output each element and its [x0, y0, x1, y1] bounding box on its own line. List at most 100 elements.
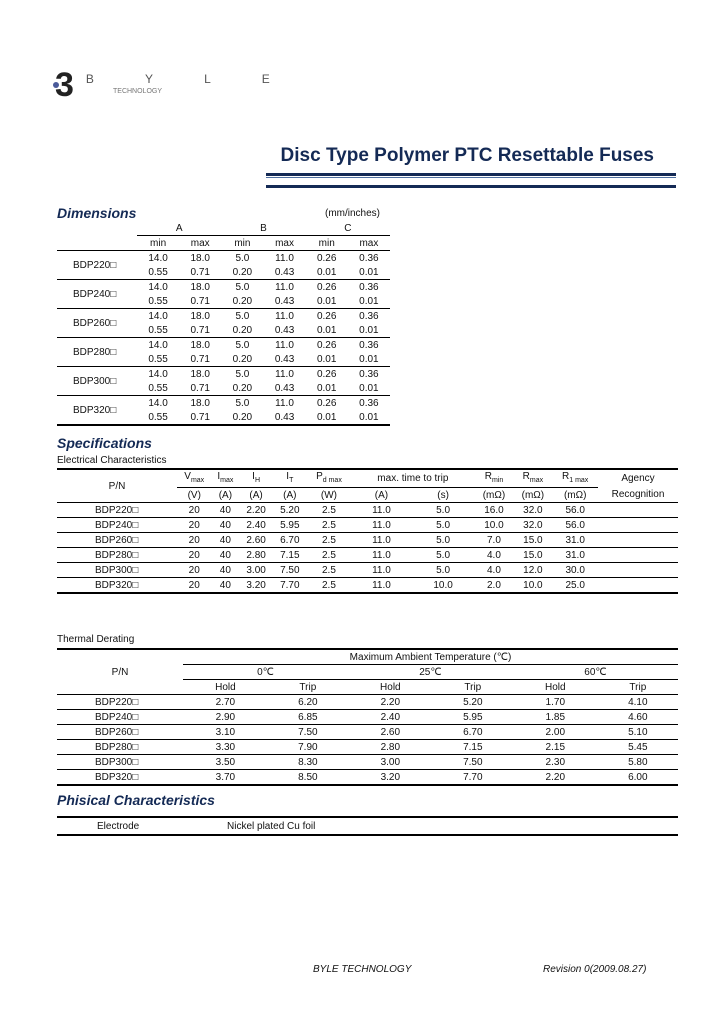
- table-row: BDP320□ 20 40 3.20 7.70 2.5 11.0 10.0 2.0 10.0 25.…: [57, 578, 678, 593]
- table-row: BDP220□ 20 40 2.20 5.20 2.5 11.0 5.0 16.0 32.0 56.…: [57, 503, 678, 518]
- cell: 0.36: [359, 281, 379, 293]
- cell: 5.0: [436, 564, 451, 576]
- cell: 11.0: [372, 504, 391, 516]
- cell: 18.0: [190, 368, 210, 380]
- cell: 4.60: [628, 711, 648, 723]
- cell: 18.0: [190, 252, 210, 264]
- cell: 5.20: [280, 504, 300, 516]
- subheader: max: [359, 237, 379, 249]
- cell: 14.0: [148, 310, 168, 322]
- rmin-header: Rmin: [474, 469, 514, 488]
- cell: 0.55: [148, 411, 168, 423]
- cell: 5.95: [280, 519, 300, 531]
- cell: 32.0: [523, 519, 543, 531]
- table-row: BDP320□ 14.0 18.0 5.0 11.0 0.26 0.36: [57, 396, 390, 416]
- agency-header-2: Recognition: [611, 489, 665, 501]
- table-row: BDP300□ 14.0 18.0 5.0 11.0 0.26 0.36: [57, 367, 390, 387]
- unit: (A): [283, 489, 297, 501]
- cell: 5.0: [436, 504, 451, 516]
- cell: 11.0: [275, 368, 294, 380]
- subheader: min: [150, 237, 167, 249]
- cell: 20: [188, 549, 200, 561]
- cell: 0.26: [316, 368, 337, 380]
- unit: (s): [437, 489, 449, 501]
- cell: 31.0: [565, 549, 585, 561]
- time-to-trip-header: max. time to trip: [351, 469, 475, 488]
- cell: 0.01: [316, 266, 337, 278]
- cell: 3.50: [215, 756, 236, 768]
- cell: 8.30: [298, 756, 318, 768]
- cell: 31.0: [565, 534, 585, 546]
- cell: 2.90: [215, 711, 236, 723]
- table-row: 0.55 0.71 0.20 0.43 0.01 0.01: [57, 352, 390, 367]
- cell: 0.55: [148, 295, 168, 307]
- cell: 8.50: [298, 771, 318, 783]
- cell: 2.5: [322, 549, 336, 561]
- agency-header: Agency: [621, 473, 655, 485]
- table-row: BDP260□ 20 40 2.60 6.70 2.5 11.0 5.0 7.0 15.0 31.0: [57, 533, 678, 548]
- cell: 0.26: [316, 310, 337, 322]
- cell: 2.40: [380, 711, 401, 723]
- cell: 0.43: [274, 382, 295, 394]
- cell: 2.30: [545, 756, 566, 768]
- cell: 11.0: [275, 310, 294, 322]
- dimensions-unit: (mm/inches): [325, 208, 381, 219]
- cell: 30.0: [565, 564, 585, 576]
- cell: 0.26: [316, 281, 337, 293]
- cell: 10.0: [484, 519, 504, 531]
- group-header: A: [137, 221, 222, 236]
- pn-header: P/N: [108, 480, 126, 492]
- temperature-header: Maximum Ambient Temperature (℃): [183, 649, 678, 665]
- cell: 0.43: [274, 324, 295, 336]
- subheader: min: [234, 237, 251, 249]
- cell: 5.0: [436, 519, 451, 531]
- ih-header: IH: [239, 469, 273, 488]
- cell: 6.20: [298, 696, 318, 708]
- cell: 3.10: [215, 726, 236, 738]
- part-number: BDP320□: [95, 771, 139, 783]
- cell: 2.20: [380, 696, 401, 708]
- unit: (mΩ): [521, 489, 545, 501]
- cell: 0.36: [359, 339, 379, 351]
- cell: 11.0: [372, 579, 391, 591]
- cell: 11.0: [275, 339, 294, 351]
- table-row: BDP280□ 20 40 2.80 7.15 2.5 11.0 5.0 4.0 15.0 31.0: [57, 548, 678, 563]
- cell: 0.01: [359, 411, 379, 423]
- cell: 11.0: [372, 549, 391, 561]
- cell: 14.0: [148, 339, 168, 351]
- subheader: Hold: [545, 681, 566, 693]
- part-number: BDP220□: [73, 259, 117, 271]
- pd-header: Pd max: [306, 469, 352, 488]
- cell: 4.10: [628, 696, 648, 708]
- cell: 0.71: [190, 382, 210, 394]
- logo-tagline: TECHNOLOGY: [113, 88, 163, 95]
- part-number: BDP320□: [73, 404, 117, 416]
- part-number: BDP300□: [95, 756, 139, 768]
- cell: 5.95: [463, 711, 483, 723]
- cell: 0.43: [274, 411, 295, 423]
- cell: 0.55: [148, 324, 168, 336]
- part-number: BDP240□: [95, 711, 139, 723]
- cell: 0.55: [148, 353, 168, 365]
- cell: 0.36: [359, 368, 379, 380]
- cell: 0.26: [316, 397, 337, 409]
- cell: 2.40: [246, 519, 266, 531]
- cell: 2.5: [322, 564, 336, 576]
- cell: 3.00: [246, 564, 266, 576]
- cell: 11.0: [372, 519, 391, 531]
- temp-header: 25℃: [419, 666, 442, 678]
- cell: 2.20: [545, 771, 566, 783]
- cell: 6.00: [628, 771, 648, 783]
- cell: 7.15: [280, 549, 300, 561]
- cell: 0.26: [316, 252, 337, 264]
- byle-logo: 3 B Y L E TECHNOLOGY: [53, 66, 294, 104]
- vmax-header: Vmax: [177, 469, 212, 488]
- cell: 5.80: [628, 756, 648, 768]
- group-header: C: [305, 221, 390, 236]
- cell: 2.15: [545, 741, 566, 753]
- table-row: 0.55 0.71 0.20 0.43 0.01 0.01: [57, 323, 390, 338]
- cell: 18.0: [190, 310, 210, 322]
- cell: 6.85: [298, 711, 318, 723]
- electrode-value: Nickel plated Cu foil: [227, 820, 316, 832]
